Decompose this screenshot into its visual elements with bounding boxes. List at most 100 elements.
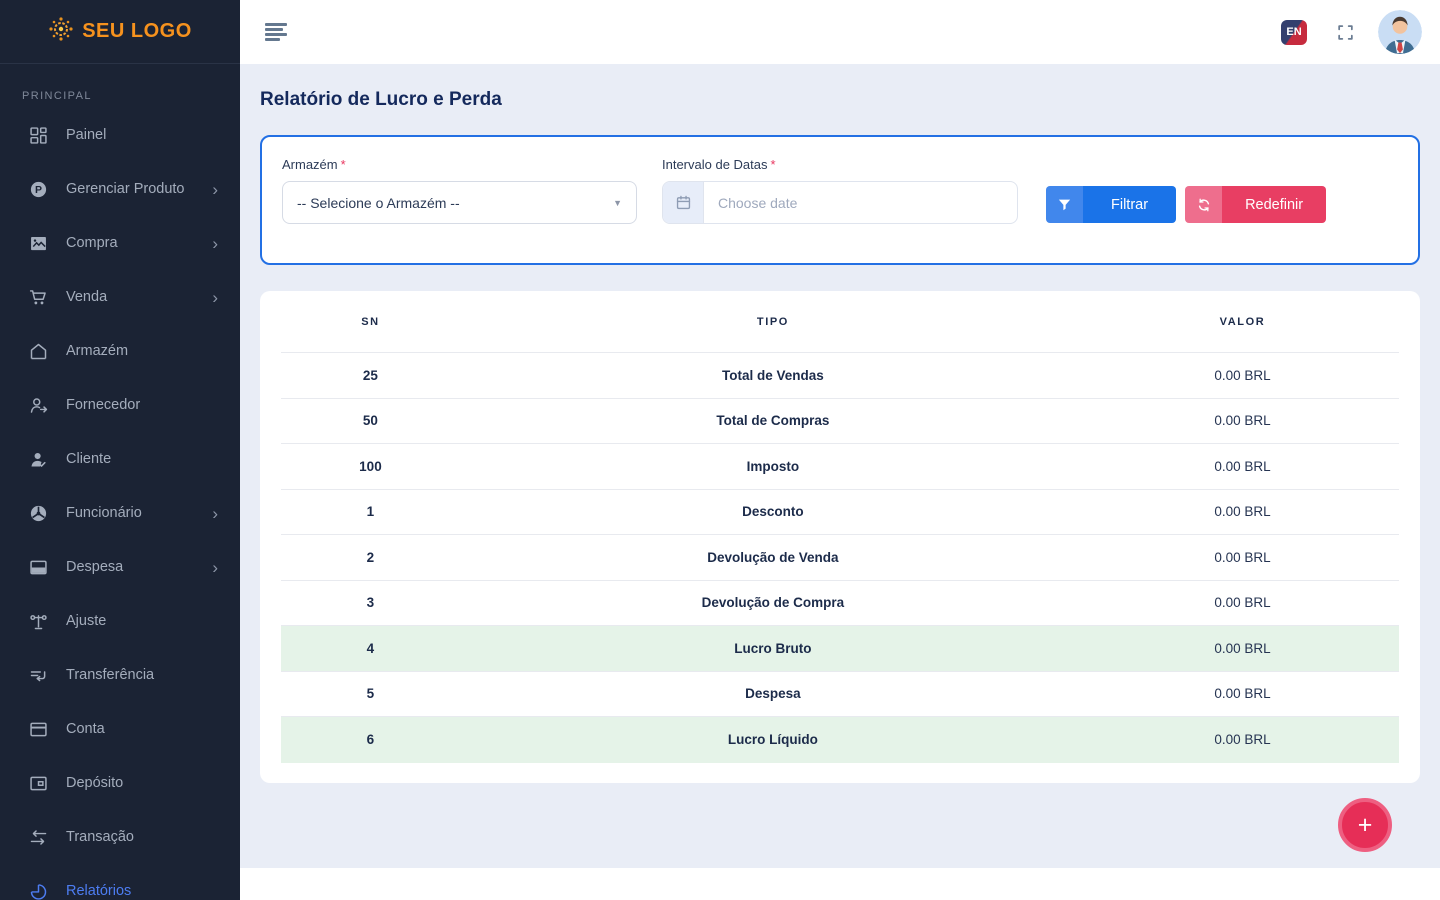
hamburger-menu-icon[interactable] — [265, 22, 287, 42]
topbar: EN — [240, 0, 1440, 64]
warehouse-select[interactable]: -- Selecione o Armazém -- ▼ — [282, 181, 637, 224]
cell-tipo: Despesa — [745, 686, 801, 702]
sidebar: SEU LOGO PRINCIPAL Painel P Gerenciar Prod… — [0, 0, 240, 900]
sidebar-item-ajuste[interactable]: Ajuste — [0, 594, 240, 648]
table-row: 2 Devolução de Venda 0.00 BRL — [281, 535, 1399, 581]
sidebar-item-painel[interactable]: Painel — [0, 108, 240, 162]
cell-sn: 1 — [366, 504, 375, 520]
cell-sn: 6 — [366, 732, 375, 748]
sidebar-section-label: PRINCIPAL — [22, 90, 92, 102]
cell-sn: 4 — [366, 640, 375, 656]
sidebar-item-label: Venda — [66, 289, 108, 305]
sidebar-item-transferencia[interactable]: Transferência — [0, 648, 240, 702]
sidebar-item-label: Transferência — [66, 667, 155, 683]
sidebar-item-despesa[interactable]: Despesa › — [0, 540, 240, 594]
sidebar-item-label: Relatórios — [66, 883, 132, 899]
sidebar-item-relatorios[interactable]: Relatórios — [0, 864, 240, 900]
filter-button[interactable]: Filtrar — [1046, 186, 1177, 223]
customer-icon — [27, 448, 49, 470]
table-body: 25 Total de Vendas 0.00 BRL 50 Total de Comp… — [281, 353, 1399, 763]
column-header-sn: SN — [361, 315, 380, 328]
logo-text: SEU LOGO — [82, 20, 192, 42]
chevron-right-icon: › — [212, 557, 218, 577]
refresh-icon — [1185, 186, 1223, 223]
chevron-right-icon: › — [212, 233, 218, 253]
cell-valor: 0.00 BRL — [1214, 458, 1271, 474]
column-header-tipo: TIPO — [756, 315, 789, 328]
sidebar-item-label: Fornecedor — [66, 397, 141, 413]
account-icon — [27, 718, 49, 740]
filter-card: Armazém * -- Selecione o Armazém -- ▼ Int… — [260, 135, 1420, 265]
sidebar-item-label: Gerenciar Produto — [66, 181, 185, 197]
daterange-label: Intervalo de Datas * — [662, 157, 776, 172]
cart-icon — [27, 286, 49, 308]
sidebar-item-label: Depósito — [66, 775, 124, 791]
cell-tipo: Total de Compras — [716, 413, 830, 429]
main-column: EN — [240, 0, 1440, 900]
sidebar-item-label: Compra — [66, 235, 118, 251]
cell-tipo: Lucro Líquido — [727, 732, 818, 748]
chevron-right-icon: › — [212, 503, 218, 523]
dashboard-icon — [27, 124, 49, 146]
cell-valor: 0.00 BRL — [1214, 504, 1271, 520]
logo[interactable]: SEU LOGO — [0, 0, 240, 64]
cell-valor: 0.00 BRL — [1214, 732, 1271, 748]
sidebar-item-transacao[interactable]: Transação — [0, 810, 240, 864]
sidebar-item-venda[interactable]: Venda › — [0, 270, 240, 324]
warehouse-icon — [27, 340, 49, 362]
table-row: 4 Lucro Bruto 0.00 BRL — [281, 626, 1399, 672]
column-header-valor: VALOR — [1219, 315, 1266, 328]
cell-tipo: Desconto — [742, 504, 804, 520]
language-badge[interactable]: EN — [1281, 19, 1307, 45]
page-title: Relatório de Lucro e Perda — [260, 89, 502, 110]
sidebar-item-compra[interactable]: Compra › — [0, 216, 240, 270]
logo-icon — [48, 16, 74, 47]
transfer-icon — [27, 664, 49, 686]
funnel-icon — [1046, 186, 1083, 223]
cell-tipo: Devolução de Compra — [701, 595, 845, 611]
warehouse-select-value: -- Selecione o Armazém -- — [297, 194, 460, 211]
cell-valor: 0.00 BRL — [1214, 413, 1271, 429]
sidebar-item-conta[interactable]: Conta — [0, 702, 240, 756]
table-row: 3 Devolução de Compra 0.00 BRL — [281, 581, 1399, 626]
sidebar-item-label: Ajuste — [66, 613, 107, 629]
calendar-icon — [663, 182, 704, 223]
chevron-right-icon: › — [212, 287, 218, 307]
reset-button[interactable]: Redefinir — [1185, 186, 1327, 223]
sidebar-item-armazem[interactable]: Armazém — [0, 324, 240, 378]
filter-button-label: Filtrar — [1083, 186, 1177, 223]
chevron-down-icon: ▼ — [613, 197, 622, 208]
reset-button-label: Redefinir — [1222, 186, 1327, 223]
chevron-right-icon: › — [212, 179, 218, 199]
expense-icon — [27, 556, 49, 578]
cell-tipo: Imposto — [746, 458, 800, 474]
table-row: 6 Lucro Líquido 0.00 BRL — [281, 717, 1399, 763]
sidebar-item-label: Armazém — [66, 343, 129, 359]
sidebar-item-fornecedor[interactable]: Fornecedor — [0, 378, 240, 432]
avatar[interactable] — [1378, 10, 1422, 54]
cell-valor: 0.00 BRL — [1214, 367, 1271, 383]
cell-tipo: Lucro Bruto — [734, 640, 812, 656]
table-row: 100 Imposto 0.00 BRL — [281, 444, 1399, 490]
cell-sn: 2 — [366, 549, 375, 565]
daterange-input[interactable] — [704, 182, 1017, 223]
sidebar-item-funcionario[interactable]: Funcionário › — [0, 486, 240, 540]
sidebar-item-cliente[interactable]: Cliente — [0, 432, 240, 486]
sidebar-item-label: Conta — [66, 721, 105, 737]
svg-text:P: P — [34, 184, 41, 196]
table-header: SN TIPO VALOR — [281, 291, 1399, 353]
sidebar-item-deposito[interactable]: Depósito — [0, 756, 240, 810]
sidebar-nav: Painel P Gerenciar Produto › Compra › Venda › Ar… — [0, 108, 240, 900]
cell-sn: 5 — [366, 686, 375, 702]
sidebar-item-label: Cliente — [66, 451, 112, 467]
deposit-icon — [27, 772, 49, 794]
adjustment-icon — [27, 610, 49, 632]
product-icon: P — [27, 178, 49, 200]
add-button[interactable]: + — [1338, 798, 1392, 852]
sidebar-item-label: Funcionário — [66, 505, 142, 521]
sidebar-item-label: Transação — [66, 829, 134, 845]
content: Relatório de Lucro e Perda Armazém * -- S… — [240, 64, 1440, 868]
fullscreen-icon[interactable] — [1336, 23, 1355, 42]
sidebar-item-gerenciar-produto[interactable]: P Gerenciar Produto › — [0, 162, 240, 216]
